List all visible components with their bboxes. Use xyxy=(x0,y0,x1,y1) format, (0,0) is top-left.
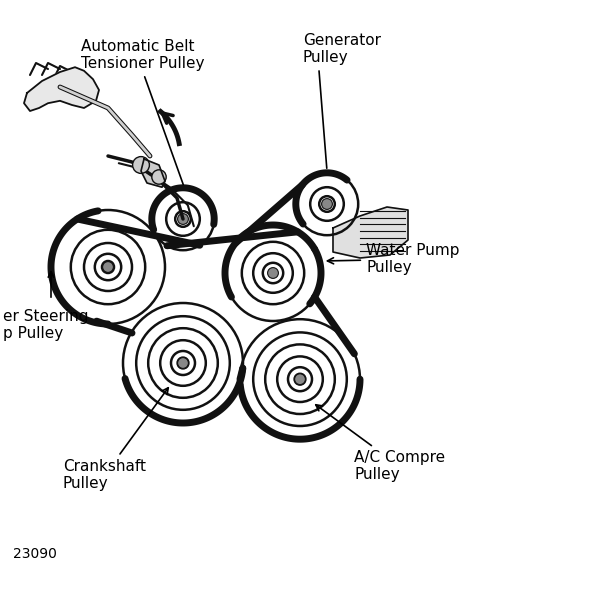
Polygon shape xyxy=(333,207,408,258)
Circle shape xyxy=(178,358,188,368)
Text: Generator
Pulley: Generator Pulley xyxy=(303,33,381,168)
Text: Automatic Belt
Tensioner Pulley: Automatic Belt Tensioner Pulley xyxy=(81,39,205,185)
Text: er Steering
p Pulley: er Steering p Pulley xyxy=(3,309,89,341)
Polygon shape xyxy=(141,159,165,187)
Circle shape xyxy=(322,199,332,209)
Polygon shape xyxy=(24,67,99,111)
Text: Water Pump
Pulley: Water Pump Pulley xyxy=(328,243,460,275)
Text: Crankshaft
Pulley: Crankshaft Pulley xyxy=(63,388,168,491)
Circle shape xyxy=(103,262,113,272)
Circle shape xyxy=(133,157,149,173)
Circle shape xyxy=(295,374,305,385)
Circle shape xyxy=(152,170,166,184)
Text: 23090: 23090 xyxy=(13,547,57,561)
Text: A/C Compre
Pulley: A/C Compre Pulley xyxy=(316,405,445,482)
Circle shape xyxy=(268,268,278,278)
Circle shape xyxy=(178,214,188,224)
